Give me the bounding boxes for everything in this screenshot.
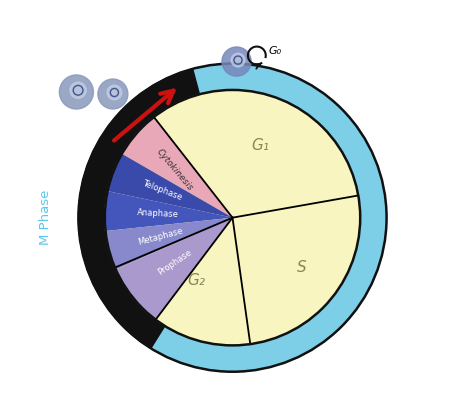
Polygon shape	[79, 69, 199, 348]
Text: Anaphase: Anaphase	[137, 208, 179, 219]
Text: G₂: G₂	[187, 273, 205, 289]
Text: M Phase: M Phase	[40, 190, 53, 245]
Text: G₁: G₁	[251, 138, 269, 153]
Wedge shape	[122, 117, 232, 218]
Wedge shape	[154, 90, 358, 218]
Circle shape	[222, 47, 251, 76]
Wedge shape	[115, 218, 250, 345]
Circle shape	[98, 79, 128, 109]
Wedge shape	[107, 154, 232, 218]
Text: Prophase: Prophase	[156, 248, 194, 277]
Text: Cytokinesis: Cytokinesis	[155, 147, 195, 192]
Circle shape	[70, 82, 86, 98]
Text: G₀: G₀	[269, 46, 282, 56]
Circle shape	[107, 85, 122, 100]
Circle shape	[105, 90, 360, 345]
Wedge shape	[116, 218, 232, 320]
Wedge shape	[106, 218, 232, 270]
Text: S: S	[297, 260, 306, 275]
Circle shape	[60, 75, 93, 109]
Text: Metaphase: Metaphase	[137, 227, 184, 247]
Wedge shape	[232, 196, 360, 344]
Circle shape	[79, 64, 386, 372]
Wedge shape	[105, 191, 232, 231]
Circle shape	[231, 53, 245, 67]
Text: Telophase: Telophase	[141, 179, 184, 203]
